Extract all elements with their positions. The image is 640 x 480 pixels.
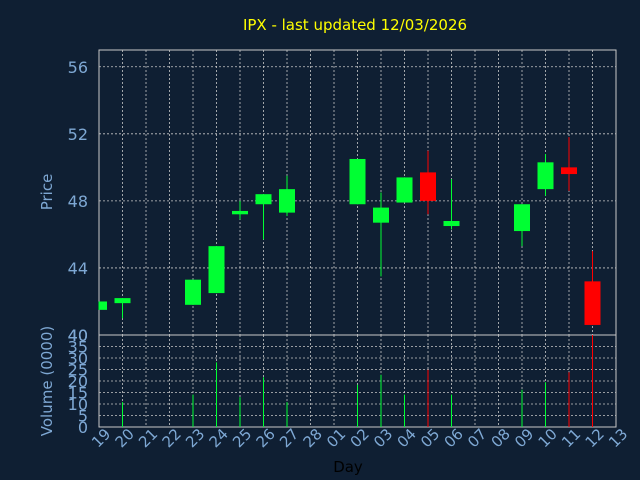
price-tick-label: 44 [68,259,88,278]
x-axis-label: Day [333,458,363,476]
volume-tick-label: 20 [68,372,88,391]
price-panel: 40 44 48 52 56 [68,49,617,345]
volume-tick-label: 0 [78,418,88,437]
candle-body [255,194,272,205]
candle-body [420,172,436,201]
candle-body [443,221,460,227]
volume-tick-label: 35 [68,338,88,357]
candle-body [114,298,131,304]
candle-body [396,177,413,203]
candle-body [514,204,530,232]
price-axis-label: Price [38,174,56,211]
x-axis: 1920212223242526272801020304050607080910… [88,425,631,451]
price-tick-label: 52 [68,125,88,144]
candle-body [185,279,201,305]
candle-body [373,207,389,223]
price-tick-label: 48 [68,192,88,211]
candle-body [561,167,577,175]
candle-body [279,189,295,213]
volume-tick-label: 10 [68,395,88,414]
volume-axis-label: Volume (0000) [38,326,56,436]
volume-tick-label: 25 [68,361,88,380]
price-tick-label: 56 [68,58,88,77]
volume-tick-label: 5 [78,407,88,426]
volume-tick-label: 30 [68,349,88,368]
candle-body [584,281,601,325]
candle-body [349,158,366,205]
price-tick-label: 40 [68,326,88,345]
volume-tick-label: 40 [68,326,88,345]
volume-tick-label: 15 [68,384,88,403]
chart-title: IPX - last updated 12/03/2026 [243,16,467,34]
candle-body [232,210,248,215]
candle-body [99,301,107,310]
candle-body [208,246,225,294]
candle-body [537,162,554,190]
